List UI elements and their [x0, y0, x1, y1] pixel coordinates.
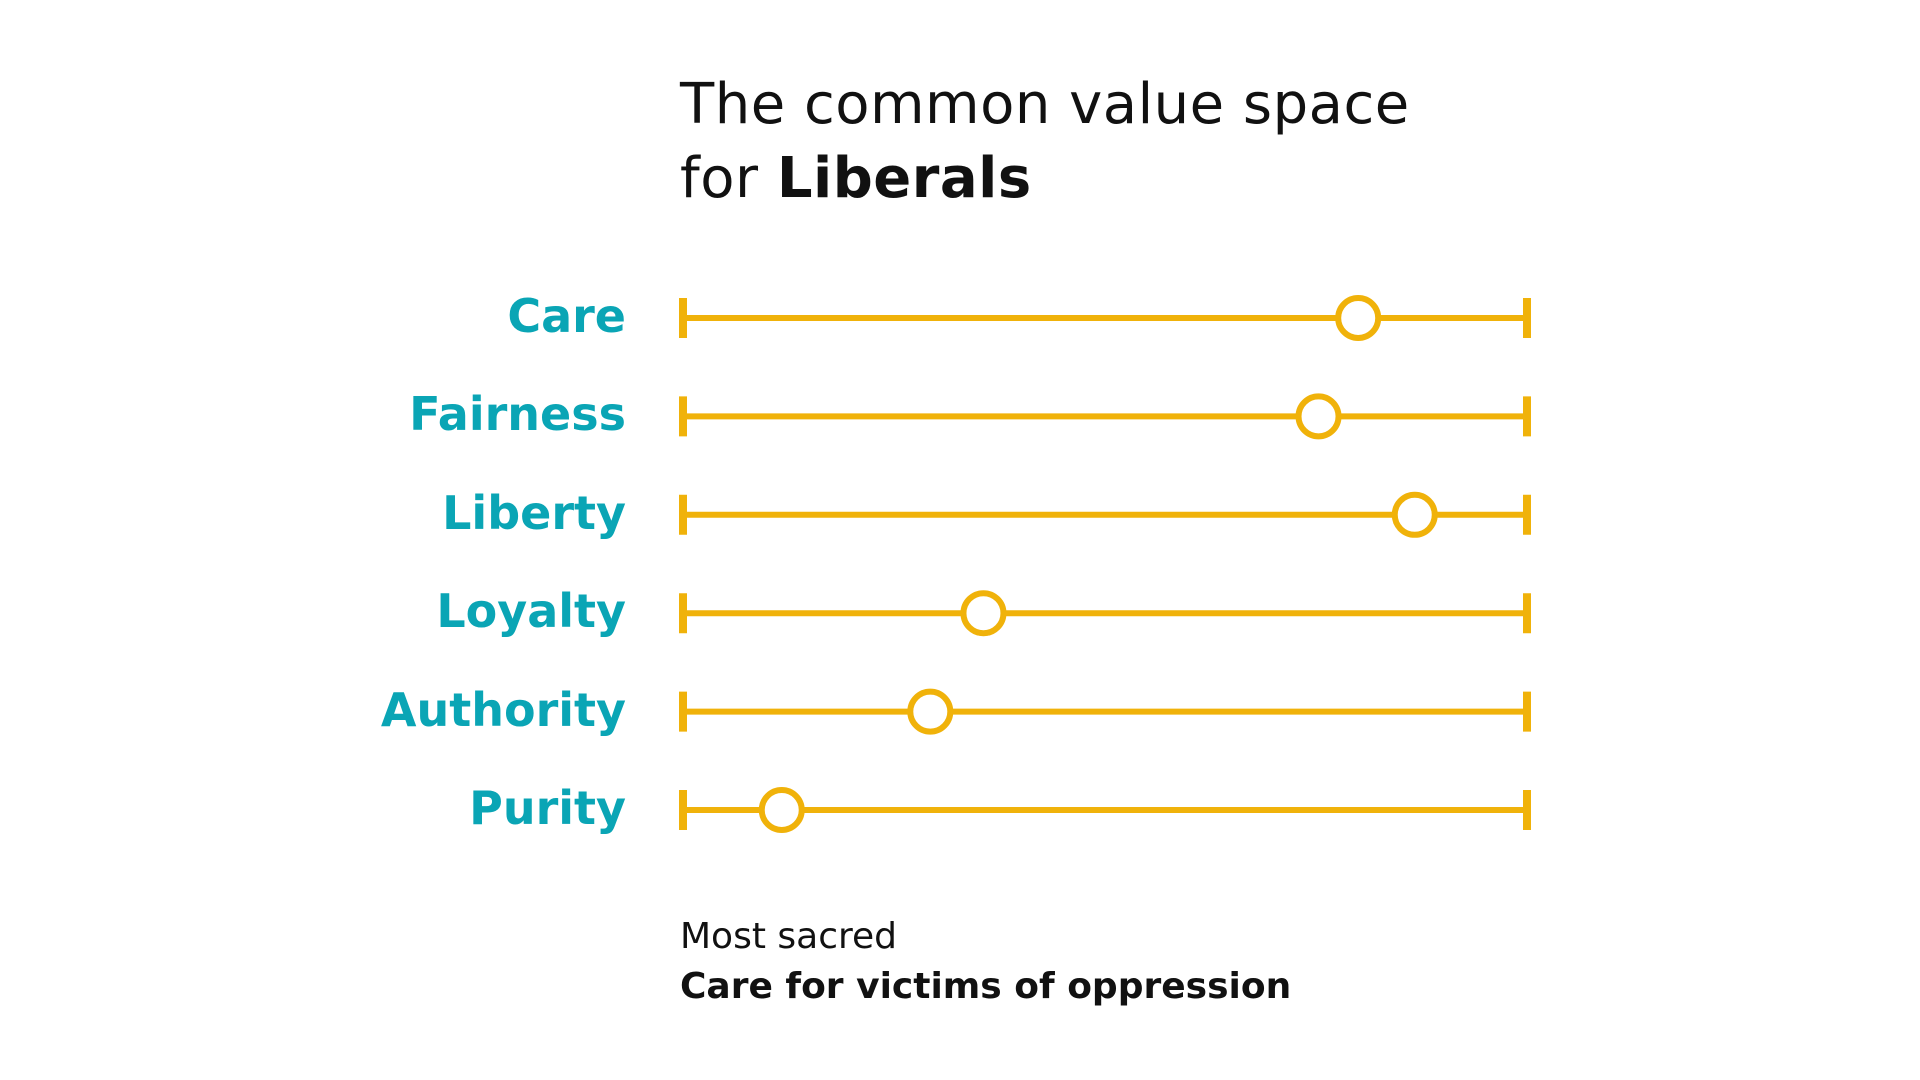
- marker-loyalty: [960, 590, 1007, 637]
- chart-title: The common value space for Liberals: [680, 68, 1410, 216]
- chart-title-prefix: for: [680, 146, 777, 211]
- marker-purity: [758, 787, 805, 833]
- row-label-purity: Purity: [469, 781, 626, 835]
- row-label-care: Care: [507, 289, 626, 343]
- marker-liberty: [1391, 491, 1438, 538]
- row-labels: Care Fairness Liberty Loyalty Authority Purit…: [0, 0, 626, 1080]
- most-sacred-note: Most sacred Care for victims of oppressi…: [680, 912, 1291, 1012]
- row-label-loyalty: Loyalty: [436, 584, 626, 639]
- marker-authority: [907, 688, 954, 735]
- chart-title-line1: The common value space: [680, 72, 1410, 137]
- marker-fairness: [1295, 393, 1342, 440]
- row-label-authority: Authority: [380, 682, 626, 737]
- most-sacred-value: Care for victims of oppression: [680, 966, 1292, 1007]
- chart-title-line2: for Liberals: [680, 142, 1410, 216]
- row-label-fairness: Fairness: [409, 387, 626, 442]
- chart-title-group: Liberals: [776, 146, 1032, 211]
- most-sacred-label: Most sacred: [680, 916, 898, 957]
- marker-care: [1335, 295, 1382, 341]
- row-label-liberty: Liberty: [442, 485, 626, 540]
